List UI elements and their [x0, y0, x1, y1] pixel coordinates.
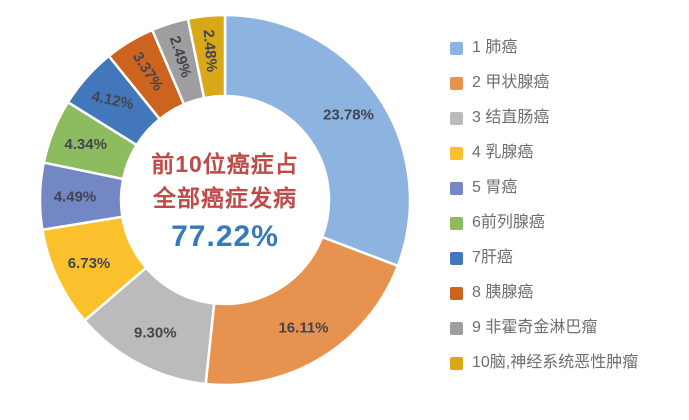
legend-swatch-icon — [450, 181, 463, 195]
slice-percentage-label: 9.30% — [134, 324, 177, 341]
slice-percentage-label: 23.78% — [323, 106, 374, 123]
donut-slice — [186, 13, 227, 100]
legend-label: 1 肺癌 — [472, 39, 518, 56]
legend-swatch-icon — [450, 76, 463, 90]
legend-label: 3 结直肠癌 — [472, 109, 550, 126]
slice-percentage-label: 2.48% — [200, 29, 221, 73]
legend-label: 8 胰腺癌 — [472, 284, 534, 301]
legend-item: 4 乳腺癌 — [450, 143, 638, 163]
legend-item: 1 肺癌 — [450, 38, 638, 58]
legend-item: 9 非霍奇金淋巴瘤 — [450, 318, 638, 338]
chart-legend: 1 肺癌 2 甲状腺癌 3 结直肠癌 4 乳腺癌 5 胃癌 6前列腺癌 7肝癌 8 胰腺癌 9 … — [450, 38, 638, 388]
legend-label: 9 非霍奇金淋巴瘤 — [472, 319, 598, 336]
slice-percentage-label: 6.73% — [68, 255, 111, 272]
donut-chart: 23.78%16.11%9.30%6.73%4.49%4.34%4.12%3.3… — [38, 13, 412, 387]
donut-slice — [223, 13, 412, 268]
legend-item: 7肝癌 — [450, 248, 638, 268]
legend-item: 3 结直肠癌 — [450, 108, 638, 128]
legend-item: 6前列腺癌 — [450, 213, 638, 233]
legend-label: 2 甲状腺癌 — [472, 74, 550, 91]
legend-swatch-icon — [450, 321, 463, 335]
legend-swatch-icon — [450, 146, 463, 160]
legend-item: 2 甲状腺癌 — [450, 73, 638, 93]
legend-swatch-icon — [450, 216, 463, 230]
slice-percentage-label: 16.11% — [278, 319, 328, 336]
legend-swatch-icon — [450, 41, 463, 55]
slice-percentage-label: 4.34% — [64, 136, 107, 153]
slice-percentage-label: 4.49% — [54, 188, 97, 205]
legend-swatch-icon — [450, 286, 463, 300]
legend-swatch-icon — [450, 111, 463, 125]
legend-label: 10脑,神经系统恶性肿瘤 — [472, 354, 639, 371]
legend-item: 10脑,神经系统恶性肿瘤 — [450, 353, 638, 373]
legend-label: 6前列腺癌 — [472, 214, 545, 231]
legend-item: 8 胰腺癌 — [450, 283, 638, 303]
legend-item: 5 胃癌 — [450, 178, 638, 198]
legend-swatch-icon — [450, 356, 463, 370]
legend-label: 4 乳腺癌 — [472, 144, 534, 161]
legend-label: 7肝癌 — [472, 249, 513, 266]
donut-slice — [204, 235, 400, 387]
legend-label: 5 胃癌 — [472, 179, 518, 196]
legend-swatch-icon — [450, 251, 463, 265]
